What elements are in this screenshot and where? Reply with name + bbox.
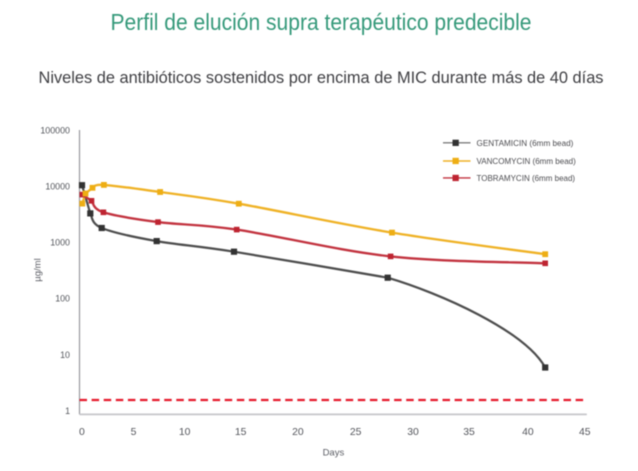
svg-text:TOBRAMYCIN (6mm bead): TOBRAMYCIN (6mm bead) <box>477 173 576 183</box>
svg-text:10: 10 <box>179 427 191 438</box>
svg-text:Days: Days <box>323 448 345 459</box>
svg-text:10: 10 <box>60 350 70 360</box>
svg-text:GENTAMICIN (6mm bead): GENTAMICIN (6mm bead) <box>477 138 574 148</box>
svg-text:10000: 10000 <box>45 181 70 191</box>
svg-text:100000: 100000 <box>40 126 70 136</box>
svg-text:25: 25 <box>350 427 362 438</box>
svg-text:µg/ml: µg/ml <box>33 258 44 281</box>
svg-text:45: 45 <box>579 427 591 438</box>
svg-text:40: 40 <box>522 427 534 438</box>
svg-text:35: 35 <box>463 427 475 438</box>
svg-text:VANCOMYCIN (6mm bead): VANCOMYCIN (6mm bead) <box>477 156 576 166</box>
svg-text:1: 1 <box>65 406 70 416</box>
svg-text:20: 20 <box>292 427 304 438</box>
svg-text:5: 5 <box>131 427 137 438</box>
svg-text:1000: 1000 <box>50 238 70 248</box>
svg-text:Perfil de elución supra terapé: Perfil de elución supra terapéutico pred… <box>111 9 532 35</box>
svg-text:Niveles de antibióticos sosten: Niveles de antibióticos sostenidos por e… <box>39 69 604 87</box>
svg-text:100: 100 <box>55 294 70 304</box>
svg-text:30: 30 <box>407 427 419 438</box>
svg-text:15: 15 <box>235 427 247 438</box>
svg-text:0: 0 <box>79 427 85 438</box>
